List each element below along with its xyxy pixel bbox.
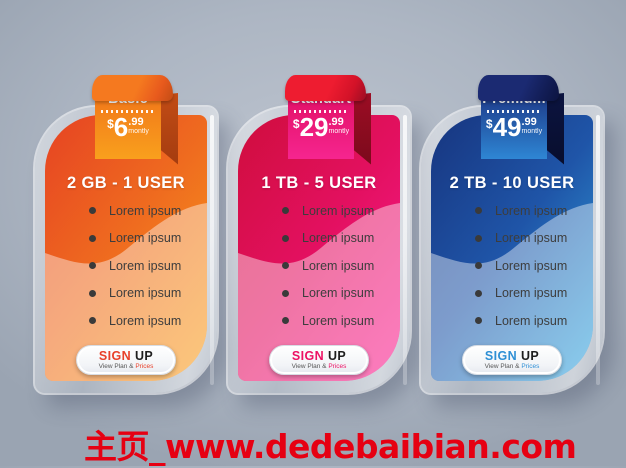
view-plan-label: View Plan & xyxy=(98,363,134,370)
list-item: Lorem ipsum xyxy=(282,280,392,308)
bullet-icon xyxy=(89,207,96,215)
plan-ribbon: Standart $ 29 .99 montly xyxy=(285,75,371,165)
feature-label: Lorem ipsum xyxy=(495,286,568,301)
billing-period: montly xyxy=(521,128,543,135)
feature-label: Lorem ipsum xyxy=(302,231,375,246)
list-item: Lorem ipsum xyxy=(89,197,199,225)
ribbon-fold xyxy=(544,93,564,165)
dotted-divider xyxy=(487,110,541,113)
sign-up-button[interactable]: SIGN UP View Plan & Prices xyxy=(462,345,562,375)
ribbon-fold xyxy=(351,93,371,165)
billing-period: montly xyxy=(328,128,350,135)
sign-label: SIGN xyxy=(291,348,325,363)
sign-label: SIGN xyxy=(484,348,518,363)
sign-label: SIGN xyxy=(98,348,132,363)
feature-label: Lorem ipsum xyxy=(109,286,182,301)
ribbon-curl xyxy=(478,75,559,101)
sign-up-button[interactable]: SIGN UP View Plan & Prices xyxy=(76,345,176,375)
feature-label: Lorem ipsum xyxy=(495,313,568,328)
list-item: Lorem ipsum xyxy=(89,252,199,280)
list-item: Lorem ipsum xyxy=(475,225,585,253)
price-cents: .99 xyxy=(128,116,144,128)
feature-label: Lorem ipsum xyxy=(109,203,182,218)
plan-capacity: 2 TB - 10 USER xyxy=(449,174,575,192)
plan-price: $ 6 .99 montly xyxy=(95,112,161,142)
list-item: Lorem ipsum xyxy=(282,252,392,280)
feature-label: Lorem ipsum xyxy=(302,286,375,301)
bullet-icon xyxy=(282,317,289,325)
currency-symbol: $ xyxy=(485,117,493,131)
feature-label: Lorem ipsum xyxy=(495,203,568,218)
bullet-icon xyxy=(282,262,289,270)
plan-ribbon: Basic $ 6 .99 montly xyxy=(92,75,178,165)
billing-period: montly xyxy=(128,128,149,135)
price-amount: 29 xyxy=(299,112,329,142)
feature-label: Lorem ipsum xyxy=(495,231,568,246)
pricing-card-basic: 2 GB - 1 USER Lorem ipsum Lorem ipsum Lo… xyxy=(35,75,217,393)
currency-symbol: $ xyxy=(107,117,114,131)
feature-label: Lorem ipsum xyxy=(109,231,182,246)
bullet-icon xyxy=(89,317,96,325)
pricing-card-standart: 1 TB - 5 USER Lorem ipsum Lorem ipsum Lo… xyxy=(228,75,410,393)
prices-label: Prices xyxy=(328,363,347,370)
plan-price: $ 29 .99 montly xyxy=(288,112,354,142)
prices-label: Prices xyxy=(135,363,154,370)
up-label: UP xyxy=(520,348,540,363)
list-item: Lorem ipsum xyxy=(282,225,392,253)
view-plan-label: View Plan & xyxy=(484,363,520,370)
feature-label: Lorem ipsum xyxy=(109,313,182,328)
watermark-text: 主页_www.dedebaibian.com xyxy=(84,427,577,466)
price-cents: .99 xyxy=(521,116,537,128)
bullet-icon xyxy=(282,207,289,215)
plan-capacity: 1 TB - 5 USER xyxy=(261,174,377,192)
prices-label: Prices xyxy=(521,363,540,370)
list-item: Lorem ipsum xyxy=(475,280,585,308)
feature-list: Lorem ipsum Lorem ipsum Lorem ipsum Lore… xyxy=(89,197,199,335)
currency-symbol: $ xyxy=(292,117,300,131)
list-item: Lorem ipsum xyxy=(282,307,392,335)
list-item: Lorem ipsum xyxy=(282,197,392,225)
feature-list: Lorem ipsum Lorem ipsum Lorem ipsum Lore… xyxy=(282,197,392,335)
list-item: Lorem ipsum xyxy=(89,307,199,335)
ribbon-fold xyxy=(158,93,178,165)
bullet-icon xyxy=(282,289,289,297)
ribbon-curl xyxy=(92,75,173,101)
list-item: Lorem ipsum xyxy=(89,225,199,253)
plan-capacity: 2 GB - 1 USER xyxy=(67,174,185,192)
dotted-divider xyxy=(101,110,155,113)
feature-label: Lorem ipsum xyxy=(302,203,375,218)
bullet-icon xyxy=(475,317,482,325)
view-plan-label: View Plan & xyxy=(291,363,327,370)
bullet-icon xyxy=(89,262,96,270)
bullet-icon xyxy=(282,234,289,242)
bullet-icon xyxy=(475,289,482,297)
up-label: UP xyxy=(134,348,154,363)
plan-price: $ 49 .99 montly xyxy=(481,112,547,142)
plan-ribbon: Premium $ 49 .99 montly xyxy=(478,75,564,165)
feature-label: Lorem ipsum xyxy=(495,258,568,273)
dotted-divider xyxy=(294,110,348,113)
list-item: Lorem ipsum xyxy=(475,197,585,225)
bullet-icon xyxy=(89,289,96,297)
feature-label: Lorem ipsum xyxy=(302,258,375,273)
bullet-icon xyxy=(475,207,482,215)
feature-label: Lorem ipsum xyxy=(109,258,182,273)
list-item: Lorem ipsum xyxy=(475,307,585,335)
bullet-icon xyxy=(475,234,482,242)
bullet-icon xyxy=(89,234,96,242)
list-item: Lorem ipsum xyxy=(475,252,585,280)
sign-up-button[interactable]: SIGN UP View Plan & Prices xyxy=(269,345,369,375)
ribbon-curl xyxy=(285,75,366,101)
feature-label: Lorem ipsum xyxy=(302,313,375,328)
bullet-icon xyxy=(475,262,482,270)
list-item: Lorem ipsum xyxy=(89,280,199,308)
up-label: UP xyxy=(327,348,347,363)
price-amount: 49 xyxy=(492,112,522,142)
pricing-card-premium: 2 TB - 10 USER Lorem ipsum Lorem ipsum L… xyxy=(421,75,603,393)
feature-list: Lorem ipsum Lorem ipsum Lorem ipsum Lore… xyxy=(475,197,585,335)
price-amount: 6 xyxy=(113,112,129,142)
price-cents: .99 xyxy=(328,116,344,128)
